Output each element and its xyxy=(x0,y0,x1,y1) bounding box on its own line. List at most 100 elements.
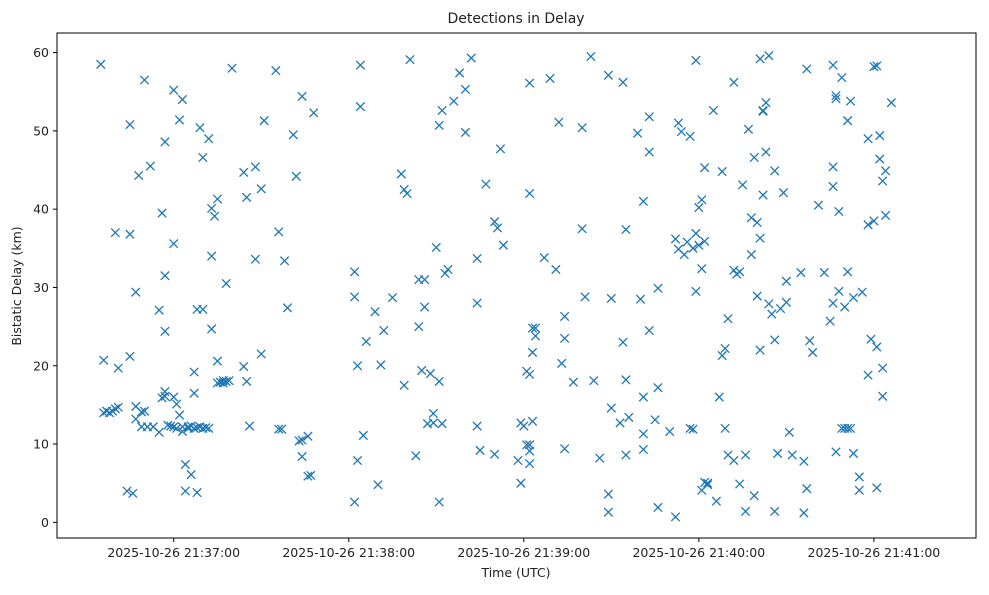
x-tick-label: 2025-10-26 21:38:00 xyxy=(282,545,415,560)
data-point xyxy=(212,194,223,204)
data-point xyxy=(665,426,675,437)
data-point xyxy=(157,208,167,218)
data-point xyxy=(644,325,654,336)
data-point xyxy=(472,298,482,308)
data-point xyxy=(539,253,549,263)
data-point xyxy=(492,223,503,233)
data-point xyxy=(160,137,170,147)
data-point xyxy=(743,124,754,134)
data-point xyxy=(282,303,293,313)
data-point xyxy=(306,470,316,481)
data-point xyxy=(586,51,596,62)
data-point xyxy=(877,176,888,186)
data-point xyxy=(309,108,319,118)
data-point xyxy=(772,448,783,459)
data-point xyxy=(877,391,888,401)
data-point xyxy=(169,392,179,402)
data-point xyxy=(440,268,450,279)
data-point xyxy=(545,73,555,84)
data-point xyxy=(256,349,266,359)
data-point xyxy=(428,408,439,419)
data-point xyxy=(524,369,535,380)
data-point xyxy=(621,450,631,460)
data-point xyxy=(735,267,745,277)
data-point xyxy=(813,200,824,210)
data-point xyxy=(166,421,176,431)
data-point xyxy=(349,267,360,277)
data-point xyxy=(376,360,386,370)
data-point xyxy=(653,283,663,293)
data-point xyxy=(834,206,844,217)
data-point xyxy=(752,217,762,228)
y-tick-label: 40 xyxy=(33,202,49,217)
data-point xyxy=(154,305,164,315)
data-point xyxy=(204,134,214,144)
data-point xyxy=(241,376,252,387)
data-point xyxy=(863,134,873,144)
data-point xyxy=(294,436,304,446)
data-point xyxy=(519,421,529,431)
x-axis-ticks: 2025-10-26 21:37:00 2025-10-26 21:38:00 20… xyxy=(107,538,940,560)
data-point xyxy=(761,98,771,108)
data-point xyxy=(134,170,144,181)
data-point xyxy=(670,512,681,522)
data-point xyxy=(880,166,891,176)
y-tick-label: 0 xyxy=(41,515,49,530)
data-point xyxy=(99,355,109,365)
data-point xyxy=(169,85,179,95)
data-point xyxy=(758,190,768,200)
data-point xyxy=(828,181,838,192)
data-point xyxy=(399,184,409,195)
data-point xyxy=(863,220,873,230)
data-point xyxy=(828,60,838,70)
data-point xyxy=(259,116,269,126)
data-point xyxy=(524,78,535,88)
data-point xyxy=(352,361,363,371)
data-point xyxy=(139,406,150,416)
data-point xyxy=(489,449,500,459)
data-point xyxy=(218,378,228,388)
data-point xyxy=(516,478,526,488)
data-point xyxy=(466,53,476,63)
x-tick-label: 2025-10-26 21:41:00 xyxy=(808,545,941,560)
data-point xyxy=(580,292,590,302)
data-point xyxy=(174,115,185,125)
data-point xyxy=(857,287,867,297)
data-point xyxy=(559,311,570,322)
data-point xyxy=(781,297,792,307)
data-point xyxy=(720,423,730,434)
data-point xyxy=(720,343,730,354)
data-point xyxy=(419,274,430,285)
data-point xyxy=(799,456,809,466)
data-point xyxy=(239,167,249,178)
data-point xyxy=(189,423,199,434)
data-point xyxy=(589,375,599,386)
data-point xyxy=(297,435,307,445)
data-point xyxy=(735,479,745,489)
y-tick-label: 60 xyxy=(33,45,49,60)
data-point xyxy=(603,70,614,80)
data-point xyxy=(746,213,757,223)
data-point xyxy=(650,415,660,425)
data-point xyxy=(303,471,313,481)
y-axis-label: Bistatic Delay (km) xyxy=(9,226,24,345)
data-point xyxy=(557,358,567,369)
data-point xyxy=(145,161,156,171)
data-point xyxy=(837,72,847,83)
data-point xyxy=(594,453,605,463)
data-point xyxy=(171,423,182,434)
data-point xyxy=(291,171,301,181)
data-point xyxy=(807,347,818,358)
data-point xyxy=(723,314,733,324)
data-point xyxy=(828,162,838,172)
data-point xyxy=(621,375,631,385)
data-point xyxy=(256,184,266,194)
data-point xyxy=(274,424,284,434)
data-point xyxy=(618,77,628,87)
data-point xyxy=(212,356,223,366)
data-point xyxy=(131,414,141,424)
data-point xyxy=(180,459,191,470)
data-point xyxy=(125,119,135,130)
